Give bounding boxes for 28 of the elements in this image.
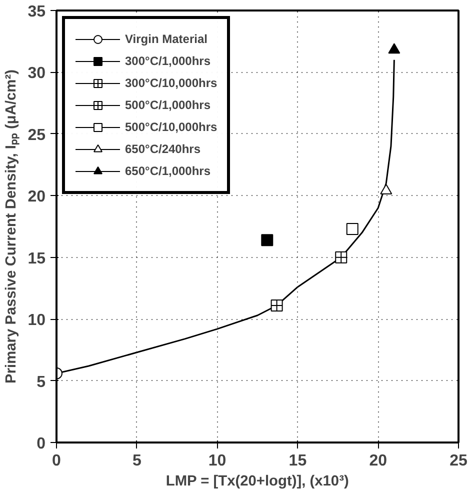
- x-tick-label: 10: [208, 452, 226, 470]
- x-axis-title: LMP = [Tx(20+logt)], (x10³): [166, 474, 349, 490]
- y-tick-label: 5: [36, 374, 46, 391]
- y-tick-label: 20: [28, 188, 46, 206]
- x-tick-label: 5: [132, 452, 142, 470]
- x-tick-label: 20: [369, 452, 388, 470]
- point: [261, 234, 274, 246]
- point: [380, 184, 392, 194]
- legend-label: 300°C/1,000hrs: [125, 53, 211, 70]
- x-tick-label: 15: [288, 452, 307, 470]
- point: [270, 299, 283, 312]
- y-tick-label: 30: [28, 65, 46, 82]
- legend-label: 500°C/10,000hrs: [125, 119, 218, 136]
- x-tick-label: 0: [52, 452, 62, 470]
- y-tick-label: 10: [28, 312, 46, 330]
- y-tick-label: 25: [28, 126, 46, 144]
- point: [335, 251, 348, 264]
- legend-label: 300°C/10,000hrs: [125, 75, 218, 92]
- y-axis-title: Primary Passive Current Density, Iₚₚ (μA/cm²): [4, 69, 20, 384]
- legend-label: Virgin Material: [125, 31, 208, 48]
- legend-label: 650°C/1,000hrs: [125, 163, 211, 180]
- legend-label: 500°C/1,000hrs: [125, 97, 211, 114]
- legend-label: 650°C/240hrs: [125, 141, 201, 158]
- y-tick-label: 0: [36, 436, 46, 452]
- point: [388, 43, 400, 54]
- y-tick-label: 15: [28, 250, 46, 268]
- x-tick-label: 25: [450, 452, 468, 470]
- y-tick-label: 35: [28, 4, 46, 20]
